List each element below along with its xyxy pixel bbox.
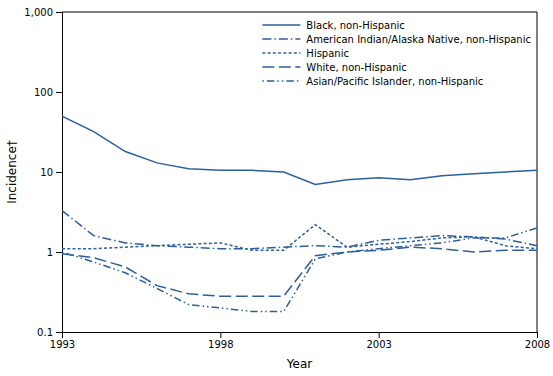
tick-label: 10 <box>40 167 53 178</box>
legend-item: Black, non-Hispanic <box>262 20 404 31</box>
tick-label: 1998 <box>208 339 233 350</box>
legend-swatch <box>262 80 300 82</box>
tick-mark <box>56 252 62 253</box>
chart: 1993 1998 2003 2008 0.1 1 10 100 1,000 Black, non… <box>0 0 553 376</box>
legend-label: Black, non-Hispanic <box>306 20 404 31</box>
tick: 1,000 <box>24 7 62 18</box>
tick-mark <box>56 332 62 333</box>
tick: 1 <box>47 247 62 258</box>
series-line <box>62 211 537 249</box>
series-line <box>62 116 537 184</box>
tick: 1993 <box>50 332 75 350</box>
legend-label: Hispanic <box>306 48 349 59</box>
tick-label: 0.1 <box>37 327 53 338</box>
tick-mark <box>56 92 62 93</box>
legend-swatch <box>262 52 300 54</box>
y-axis-title: Incidence† <box>5 140 19 204</box>
tick-label: 1 <box>47 247 53 258</box>
plot: 1993 1998 2003 2008 0.1 1 10 100 1,000 Black, non… <box>24 7 550 350</box>
legend-item: American Indian/Alaska Native, non-Hispa… <box>262 34 531 45</box>
series-line <box>62 247 537 296</box>
tick-label: 2008 <box>525 339 550 350</box>
legend-swatch <box>262 24 300 26</box>
x-axis-title: Year <box>286 357 312 371</box>
tick-mark <box>56 12 62 13</box>
legend-item: White, non-Hispanic <box>262 62 406 73</box>
tick: 0.1 <box>37 327 62 338</box>
legend-label: American Indian/Alaska Native, non-Hispa… <box>306 34 531 45</box>
frame <box>62 12 537 13</box>
tick-label: 2003 <box>366 339 391 350</box>
y-axis: 0.1 1 10 100 1,000 <box>24 7 62 338</box>
x-axis: 1993 1998 2003 2008 <box>50 332 550 350</box>
axis-line <box>56 13 63 333</box>
legend: Black, non-Hispanic American Indian/Alask… <box>262 20 531 87</box>
tick: 1998 <box>208 332 233 350</box>
tick: 100 <box>34 87 62 98</box>
tick-mark <box>56 172 62 173</box>
series-line <box>62 225 537 251</box>
lines <box>62 116 537 311</box>
axis-line <box>63 333 538 339</box>
tick-mark <box>379 332 380 338</box>
series-line <box>62 228 537 312</box>
legend-label: White, non-Hispanic <box>306 62 406 73</box>
legend-item: Asian/Pacific Islander, non-Hispanic <box>262 76 483 87</box>
tick-label: 1993 <box>50 339 75 350</box>
tick: 2003 <box>366 332 391 350</box>
tick: 10 <box>40 167 62 178</box>
legend-item: Hispanic <box>262 48 349 59</box>
legend-swatch <box>262 66 300 68</box>
tick-label: 1,000 <box>24 7 53 18</box>
legend-label: Asian/Pacific Islander, non-Hispanic <box>306 76 483 87</box>
tick: 2008 <box>525 332 550 350</box>
tick-label: 100 <box>34 87 53 98</box>
tick-mark <box>537 332 538 338</box>
frame <box>537 12 538 332</box>
legend-swatch <box>262 38 300 40</box>
tick-mark <box>220 332 221 338</box>
